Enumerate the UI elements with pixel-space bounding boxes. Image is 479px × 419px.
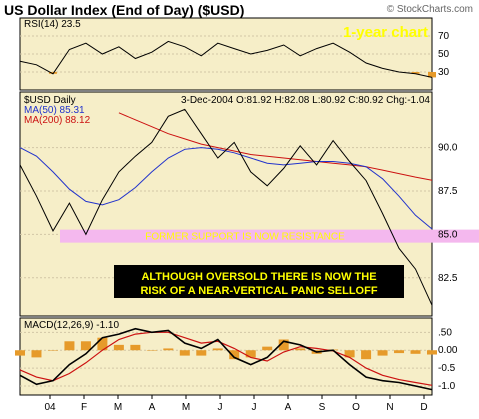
rsi-y-ticks: 30 50 70: [438, 31, 450, 78]
macd-histogram-bar: [361, 350, 372, 360]
x-tick-label: A: [149, 402, 156, 413]
legend-ma200: MA(200) 88.12: [24, 115, 91, 126]
macd-histogram-bar: [146, 350, 157, 351]
price-tick-label: 87.5: [438, 186, 458, 197]
macd-tick-label: .50: [438, 327, 452, 338]
x-tick-label: O: [352, 402, 360, 413]
macd-histogram-bar: [47, 350, 58, 351]
x-tick-label: M: [182, 402, 190, 413]
rsi-tick-label: 30: [438, 67, 450, 78]
macd-histogram-bar: [410, 350, 421, 354]
price-tick-label: 85.0: [438, 229, 458, 240]
price-info-text: 3-Dec-2004 O:81.92 H:82.08 L:80.92 C:80.…: [181, 95, 430, 106]
x-tick-label: S: [319, 402, 326, 413]
macd-tick-label: -0.5: [438, 363, 456, 374]
x-tick-label: F: [81, 402, 87, 413]
macd-tick-label: -1.0: [438, 381, 456, 392]
rsi-oversold-fill: [48, 72, 436, 78]
macd-histogram-bar: [163, 348, 174, 351]
macd-y-ticks: .50 0.00 -0.5 -1.0: [438, 327, 458, 392]
price-line: [19, 108, 433, 306]
macd-histogram-bar: [344, 350, 355, 358]
macd-histogram-bar: [262, 346, 273, 351]
x-tick-label: J: [252, 402, 257, 413]
macd-histogram-bar: [97, 337, 108, 351]
rsi-line: [19, 40, 433, 78]
rsi-grid: [20, 35, 432, 73]
price-y-ticks: 82.5 85.0 87.5 90.0: [438, 143, 458, 284]
rsi-oversold-segment: [411, 72, 420, 74]
macd-histogram-bar: [31, 350, 42, 358]
legend-usd-daily: $USD Daily: [24, 95, 76, 106]
x-tick-label: N: [386, 402, 393, 413]
price-tick-label: 82.5: [438, 273, 458, 284]
chart-title: US Dollar Index (End of Day) ($USD): [4, 2, 245, 18]
macd-histogram-bar: [394, 350, 405, 354]
macd-line: [19, 327, 433, 391]
rsi-tick-label: 50: [438, 49, 450, 60]
macd-histogram-bar: [212, 348, 223, 351]
price-tick-label: 90.0: [438, 143, 458, 154]
resistance-band: [60, 229, 479, 243]
macd-histogram-bar: [278, 339, 289, 351]
note-box: [114, 265, 404, 298]
macd-title: MACD(12,26,9) -1.10: [24, 320, 119, 331]
macd-histogram-bar: [179, 350, 190, 356]
macd-histogram-bar: [15, 350, 25, 356]
macd-histogram-bar: [80, 341, 91, 351]
macd-histogram-bar: [245, 350, 256, 358]
x-tick-label: A: [285, 402, 292, 413]
legend-ma50: MA(50) 85.31: [24, 105, 85, 116]
note-line-2: RISK OF A NEAR-VERTICAL PANIC SELLOFF: [140, 285, 377, 297]
x-tick-label: M: [114, 402, 122, 413]
rsi-oversold-segment: [428, 72, 436, 78]
macd-tick-label: 0.00: [438, 345, 458, 356]
macd-histogram-bar: [427, 350, 437, 355]
x-tick-label: 04: [44, 402, 56, 413]
one-year-label: 1-year chart: [343, 24, 428, 41]
x-axis-labels: 04 F M A M J J A S O N D: [44, 395, 428, 413]
ma200-line: [118, 112, 433, 181]
macd-signal-line: [19, 331, 433, 386]
macd-histogram-bar: [130, 344, 141, 351]
macd-histogram-bar: [196, 350, 207, 356]
macd-histogram-bar: [64, 341, 75, 351]
x-tick-label: D: [420, 402, 427, 413]
rsi-title: RSI(14) 23.5: [24, 19, 81, 30]
rsi-tick-label: 70: [438, 31, 450, 42]
x-tick-label: J: [218, 402, 223, 413]
macd-histogram-bar: [377, 350, 388, 356]
macd-histogram-bar: [229, 350, 240, 360]
macd-histogram-bar: [113, 344, 124, 351]
rsi-oversold-segment: [48, 72, 57, 74]
resistance-label: FORMER SUPPORT IS NOW RESISTANCE: [145, 232, 345, 243]
ma50-line: [19, 147, 433, 230]
watermark-text: © StockCharts.com: [386, 4, 473, 15]
macd-histogram-bar: [295, 348, 306, 351]
note-line-1: ALTHOUGH OVERSOLD THERE IS NOW THE: [141, 271, 376, 283]
